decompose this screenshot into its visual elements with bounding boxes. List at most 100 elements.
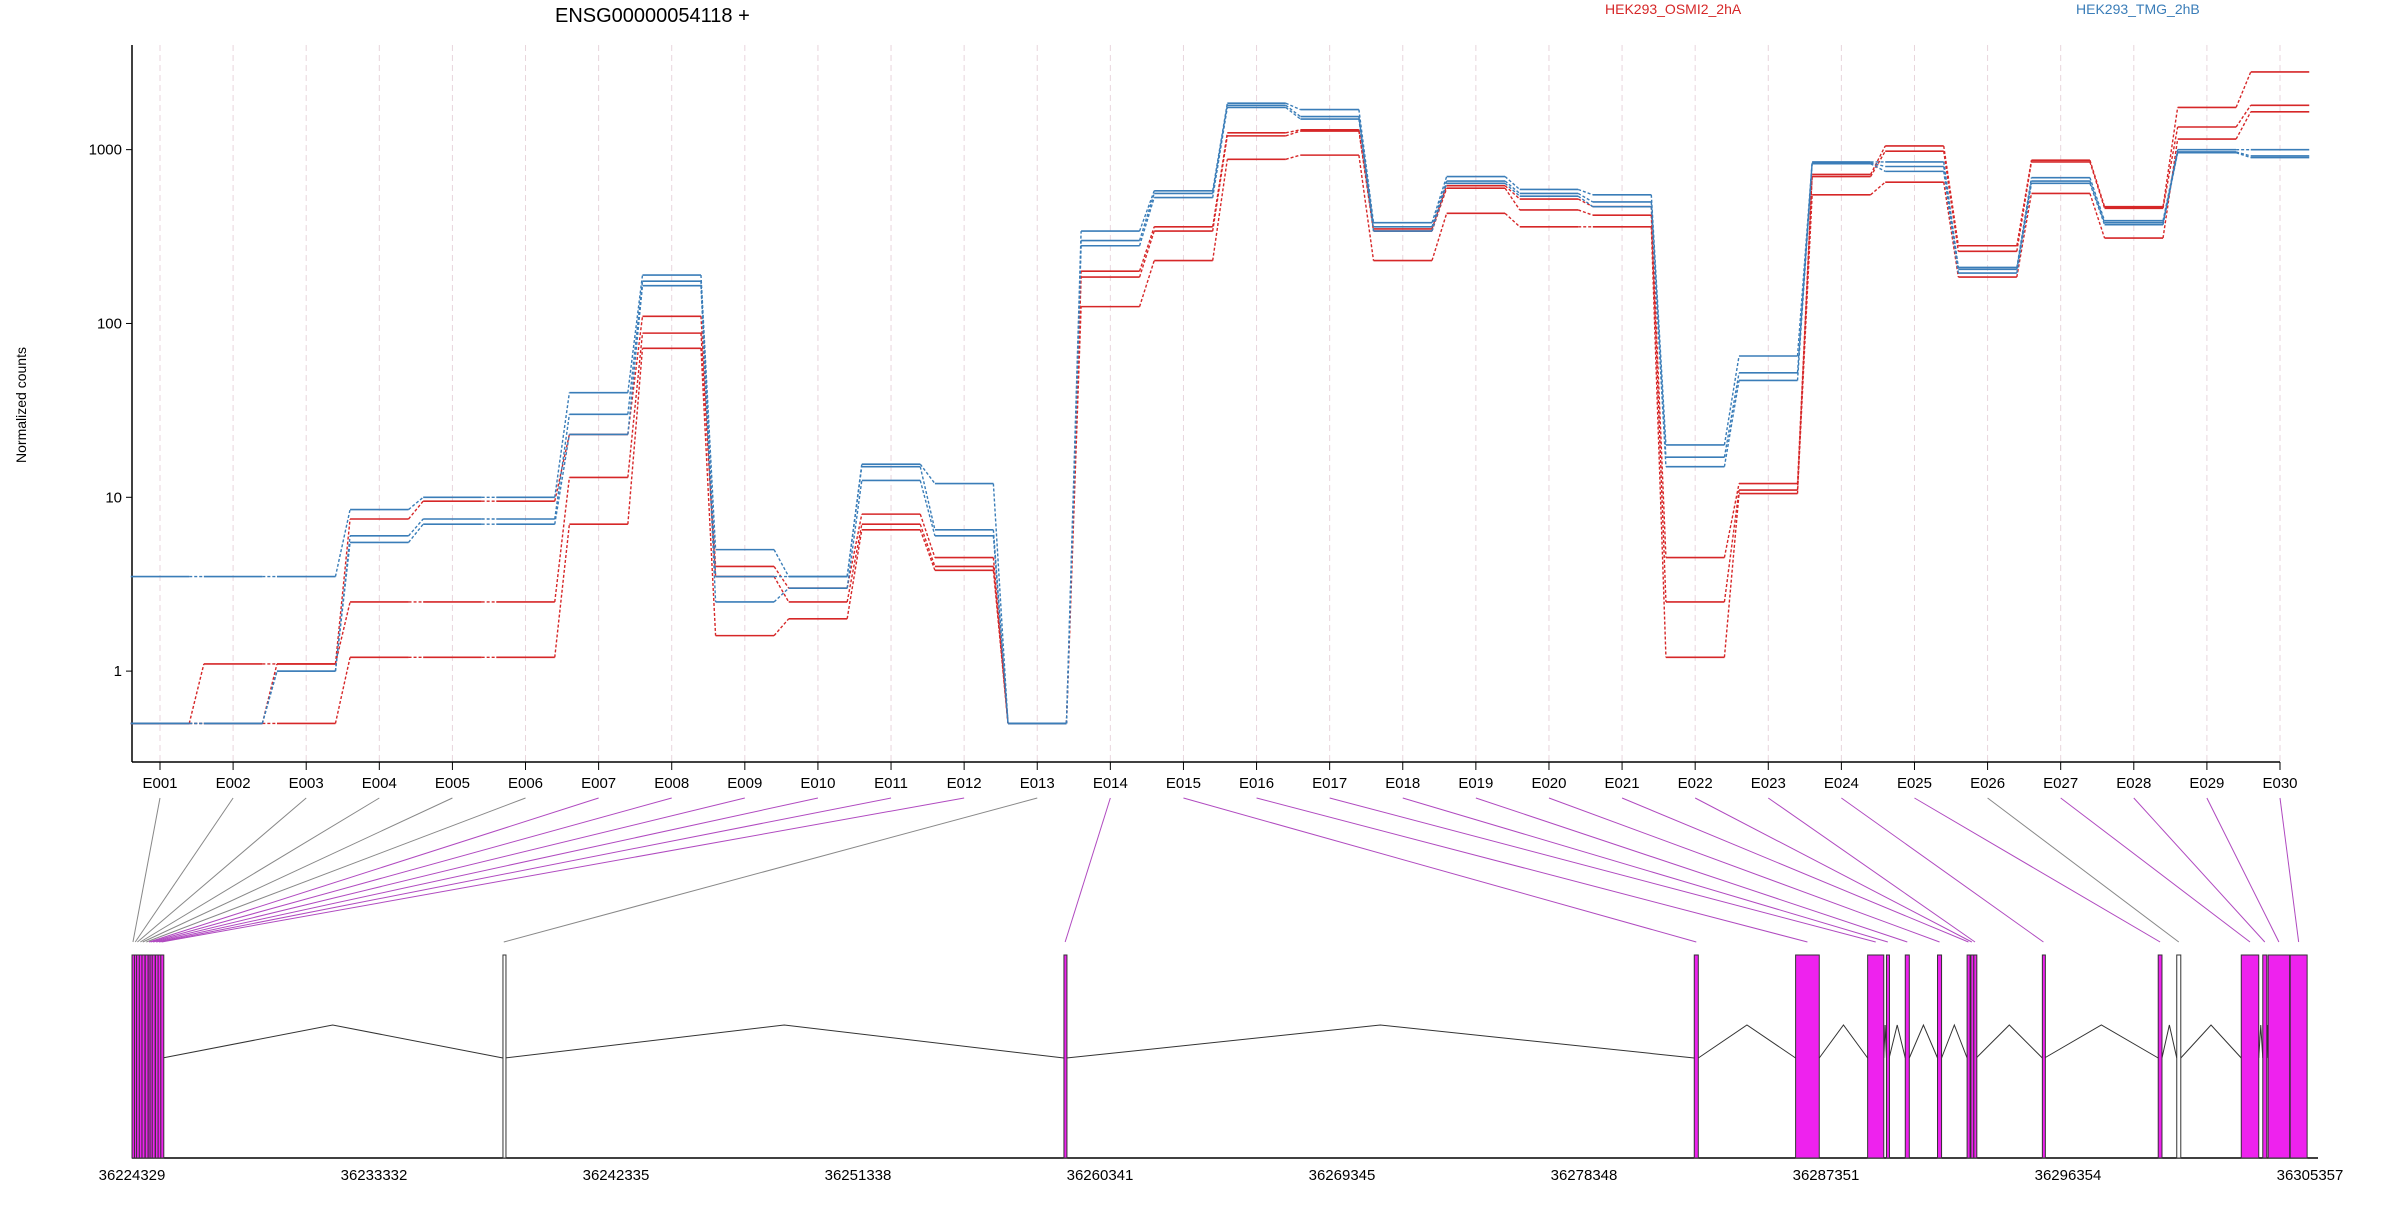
x-tick-label-e013: E013 (1020, 775, 1055, 792)
connector-e029 (2206, 797, 2280, 943)
series-transition (2089, 177, 2106, 221)
intron-line (1698, 1024, 1796, 1059)
series-transition (1504, 180, 1521, 194)
exon-box-e016 (1795, 954, 1820, 1159)
series-transition (1723, 483, 1740, 558)
x-tick-label-e004: E004 (362, 775, 397, 792)
connector-e011 (158, 797, 892, 943)
connector-e009 (153, 797, 745, 943)
series-transition (700, 333, 717, 577)
series-transition (1943, 145, 1960, 246)
x-tick-label-e026: E026 (1970, 775, 2005, 792)
series-lines (130, 71, 2310, 725)
genomic-coordinate-label: 36296354 (2035, 1167, 2102, 1184)
series-transition (846, 529, 863, 619)
exon-box-e027 (2240, 954, 2260, 1159)
exon-box-e021 (1966, 954, 1971, 1159)
intron-line (162, 1024, 504, 1059)
series-transition (846, 524, 863, 603)
connector-e015 (1183, 797, 1697, 943)
series-transition (1285, 130, 1301, 137)
series-transition (1138, 226, 1155, 272)
x-tick-label-e025: E025 (1897, 775, 1932, 792)
exon-box-e018 (1885, 954, 1890, 1159)
series-transition (1723, 372, 1740, 458)
exon-box-e019 (1904, 954, 1910, 1159)
exon-box-e029 (2267, 954, 2291, 1159)
series-transition (1650, 206, 1667, 467)
series-transition (1650, 215, 1667, 602)
series-transition (334, 657, 351, 724)
exon-box-e025 (2157, 954, 2163, 1159)
series-transition (2089, 159, 2106, 207)
series-transition (1943, 161, 1960, 268)
series-transition (1650, 226, 1667, 658)
series-transition (1138, 190, 1155, 232)
intron-line (2258, 1024, 2264, 1059)
x-tick-label-e003: E003 (289, 775, 324, 792)
series-transition (1577, 188, 1594, 196)
series-transition (919, 463, 936, 484)
connector-e003 (137, 797, 307, 943)
series-transition (1650, 206, 1667, 558)
y-tick-label: 100 (97, 315, 122, 332)
y-tick-label: 10 (105, 489, 122, 506)
series-transition (1138, 193, 1155, 241)
axes: 1 10 100 1000 E001 E002 E003 E004 E005 E006 E007 E0… (89, 45, 2298, 792)
series-transition (919, 466, 936, 530)
series-transition (1504, 176, 1521, 191)
series-transition (554, 477, 571, 603)
x-tick-label-e006: E006 (508, 775, 543, 792)
series-transition (1358, 118, 1375, 232)
x-tick-label-e029: E029 (2189, 775, 2224, 792)
series-transition (1285, 106, 1301, 120)
connector-e005 (142, 797, 453, 943)
series-transition (1358, 155, 1375, 261)
series-transition (1065, 306, 1082, 724)
exon-box-e017 (1867, 954, 1885, 1159)
series-transition (2089, 161, 2106, 209)
exon-box-e015 (1693, 954, 1699, 1159)
series-transition (919, 513, 936, 558)
series-transition (334, 542, 351, 672)
genomic-coordinate-label: 36269345 (1309, 1167, 1376, 1184)
y-tick-label: 1 (114, 663, 122, 680)
x-tick-label-e001: E001 (142, 775, 177, 792)
intron-line (2044, 1024, 2159, 1059)
series-transition (773, 576, 790, 603)
intron-line (1941, 1023, 1968, 1059)
series-transition (2235, 151, 2251, 157)
series-transition (1723, 490, 1740, 603)
legend-label-osmi: HEK293_OSMI2_2hA (1605, 1, 1742, 17)
y-tick-label: 1000 (89, 142, 122, 159)
series-transition (773, 587, 790, 603)
connector-e030 (2279, 797, 2300, 943)
series-transition (1211, 107, 1229, 198)
series-transition (919, 529, 936, 571)
exon-box-e026 (2176, 954, 2182, 1159)
genomic-coordinate-label: 36251338 (825, 1167, 892, 1184)
series-transition (1211, 159, 1229, 261)
connector-e028 (2133, 797, 2266, 943)
series-transition (1577, 198, 1594, 208)
x-tick-label-e020: E020 (1531, 775, 1566, 792)
series-transition (1358, 109, 1375, 223)
x-tick-label-e011: E011 (874, 775, 908, 792)
exon-box-e012 (160, 954, 165, 1159)
series-transition (554, 414, 571, 520)
x-tick-label-e016: E016 (1239, 775, 1274, 792)
connector-e013 (503, 797, 1038, 943)
intron-line (1066, 1024, 1695, 1059)
series-transition (1577, 209, 1594, 216)
series-transition (334, 509, 351, 577)
intron-line (504, 1024, 1065, 1059)
series-transition (700, 348, 717, 636)
series-transition (261, 663, 278, 724)
exon-box-e020 (1937, 954, 1943, 1159)
x-tick-label-e018: E018 (1385, 775, 1420, 792)
intron-line (2161, 1024, 2178, 1059)
series-transition (992, 570, 1009, 724)
intron-line (1888, 1024, 1906, 1059)
series-transition (1870, 181, 1886, 196)
